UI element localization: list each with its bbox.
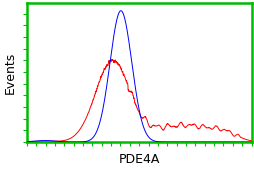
X-axis label: PDE4A: PDE4A	[118, 153, 159, 165]
Y-axis label: Events: Events	[4, 52, 17, 94]
